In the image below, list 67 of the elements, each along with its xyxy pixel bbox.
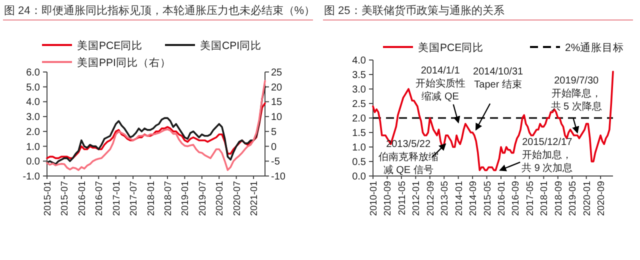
x-tick-label: 2019-07	[197, 181, 208, 216]
x-tick-label: 2015-05	[482, 181, 494, 216]
x-tick-label: 2019-05	[568, 181, 579, 216]
y-tick-label: 5.0	[26, 82, 40, 94]
x-tick-label: 2016-09	[510, 181, 522, 216]
x-tick-label: 2019-01	[180, 181, 192, 216]
annotation: 2019/7/30 开始降息，共 5 次降息	[550, 76, 602, 112]
x-tick-label: 2012-01	[411, 181, 422, 216]
y-tick-label: 2.0	[26, 126, 40, 138]
y-tick-label: 0.0	[26, 156, 40, 168]
x-tick-label: 2021-01	[249, 181, 260, 216]
x-tick-label: 2018-07	[162, 181, 174, 216]
x-tick-label: 2010-09	[382, 181, 394, 216]
x-tick-label: 2012-09	[425, 181, 436, 216]
x-tick-label: 2020-07	[232, 181, 243, 216]
chart-title: 图 24：即便通胀同比指标见顶，本轮通胀压力也未必结束（%）	[4, 4, 316, 17]
x-tick-label: 2014-01	[454, 181, 465, 216]
y-tick-label: 0.5	[352, 157, 366, 168]
y-tick-label: 3.5	[352, 70, 366, 81]
y-tick-label: 1.0	[26, 142, 40, 153]
y2-tick-label: 20	[271, 82, 283, 94]
y-tick-label: 4.0	[352, 56, 366, 66]
x-tick-label: 2017-01	[111, 181, 122, 216]
y-tick-label: -1.0	[22, 172, 40, 182]
y-tick-label: 3.0	[26, 112, 40, 124]
y-tick-label: 0.0	[352, 172, 366, 182]
y-tick-label: 2.5	[352, 99, 366, 110]
x-tick-label: 2016-01	[76, 181, 88, 216]
x-tick-label: 2018-09	[553, 181, 564, 216]
annotation: 2014/1/1 开始实质性缩减 QE	[415, 65, 466, 102]
line-series	[46, 102, 266, 160]
y2-tick-label: 10	[271, 112, 283, 124]
y2-tick-label: -10	[271, 172, 286, 182]
x-tick-label: 2017-07	[128, 181, 140, 216]
y-tick-label: 1.5	[352, 128, 366, 139]
x-tick-label: 2010-01	[368, 181, 380, 216]
x-tick-label: 2011-05	[396, 181, 408, 216]
x-tick-label: 2015-07	[60, 181, 71, 216]
x-tick-label: 2018-01	[146, 181, 157, 216]
x-tick-label: 2018-01	[539, 181, 550, 216]
x-tick-label: 2014-09	[468, 181, 480, 216]
annotation: 2015/12/17 开始加息，共 9 次加息	[522, 137, 573, 174]
x-tick-label: 2020-09	[596, 181, 608, 216]
legend-label: 2%通胀目标	[565, 41, 624, 54]
y-tick-label: 1.0	[352, 142, 366, 154]
legend-label: 美国CPI同比	[200, 39, 262, 52]
x-tick-label: 2013-05	[440, 181, 451, 216]
y2-tick-label: 25	[271, 68, 283, 78]
x-tick-label: 2015-01	[42, 181, 54, 216]
x-tick-label: 2020-01	[582, 181, 593, 216]
y-tick-label: 3.0	[352, 84, 366, 96]
y2-tick-label: 15	[271, 97, 283, 108]
chart-title: 图 25：美联储货币政策与通胀的关系	[324, 4, 504, 17]
x-tick-label: 2016-01	[496, 181, 508, 216]
y-tick-label: 4.0	[26, 97, 40, 108]
y-tick-label: 2.0	[352, 114, 366, 124]
legend-label: 美国PCE同比	[77, 39, 143, 52]
y2-tick-label: 0	[271, 142, 277, 153]
legend-label: 美国PPI同比（右）	[77, 56, 171, 69]
annotation: 2014/10/31 Taper 结束	[473, 66, 524, 91]
y-tick-label: 6.0	[26, 68, 40, 78]
x-tick-label: 2020-01	[214, 181, 226, 216]
legend-label: 美国PCE同比	[418, 41, 484, 54]
y2-tick-label: 5	[271, 126, 277, 138]
x-tick-label: 2016-07	[94, 181, 106, 216]
y2-tick-label: -5	[271, 156, 280, 168]
x-tick-label: 2017-05	[524, 181, 536, 216]
